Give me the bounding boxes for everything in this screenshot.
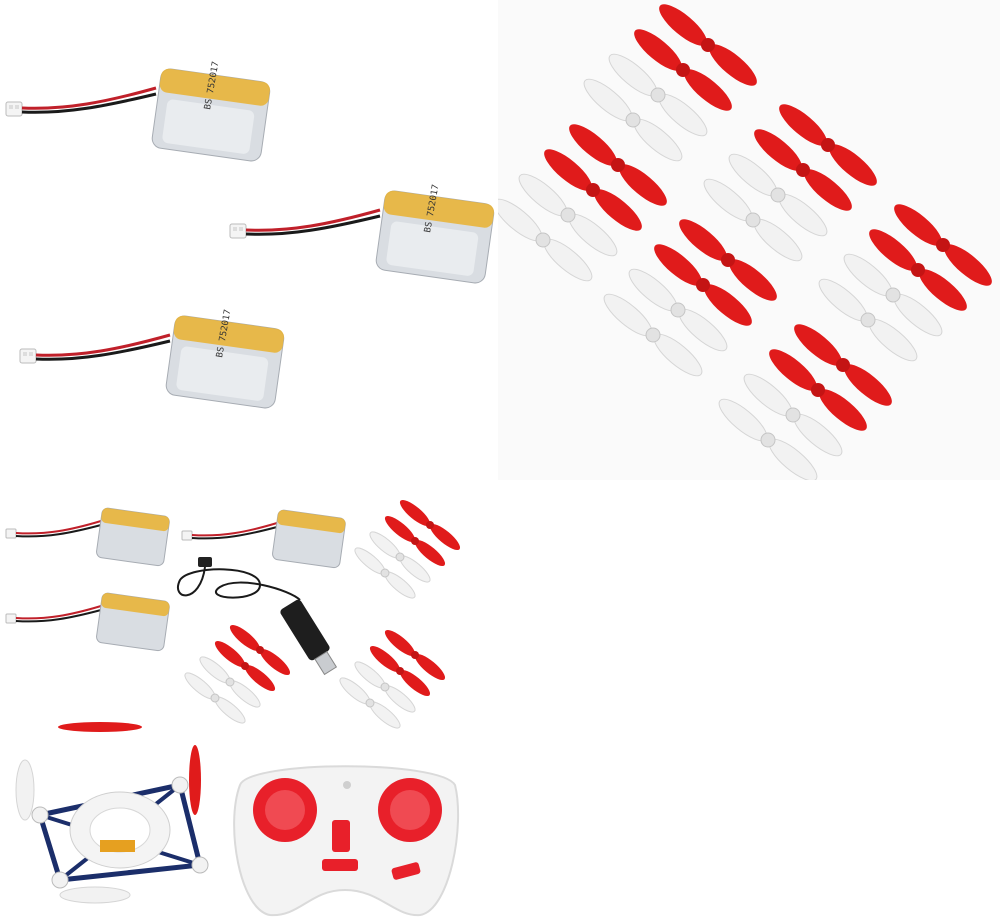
kit-propeller-cluster-3: [336, 626, 449, 733]
empty-area: [498, 480, 1000, 921]
battery-3: [18, 313, 287, 411]
propeller-group: [498, 0, 998, 480]
propeller-cluster-3: [698, 98, 883, 268]
kit-propeller-cluster-2: [181, 621, 294, 728]
remote-controller-icon: [233, 765, 460, 917]
battery-panel: BS 752017 BS 752017 BS 752017: [0, 0, 498, 480]
battery-2: [228, 188, 497, 286]
usb-cable-icon: [177, 557, 338, 676]
quadcopter-icon: [15, 722, 209, 904]
propeller-panel: [498, 0, 1000, 480]
kit-battery-1: [5, 506, 172, 568]
propeller-cluster-5: [813, 198, 998, 368]
kit-group: [5, 496, 464, 917]
kit-panel: [0, 485, 498, 921]
propeller-cluster-4: [598, 213, 783, 383]
battery-group: BS 752017 BS 752017 BS 752017: [4, 61, 497, 411]
kit-propeller-cluster-1: [351, 496, 464, 603]
propeller-cluster-1: [578, 0, 763, 168]
battery-1: [4, 66, 273, 164]
propeller-cluster-6: [713, 318, 898, 480]
kit-battery-3: [5, 591, 172, 653]
